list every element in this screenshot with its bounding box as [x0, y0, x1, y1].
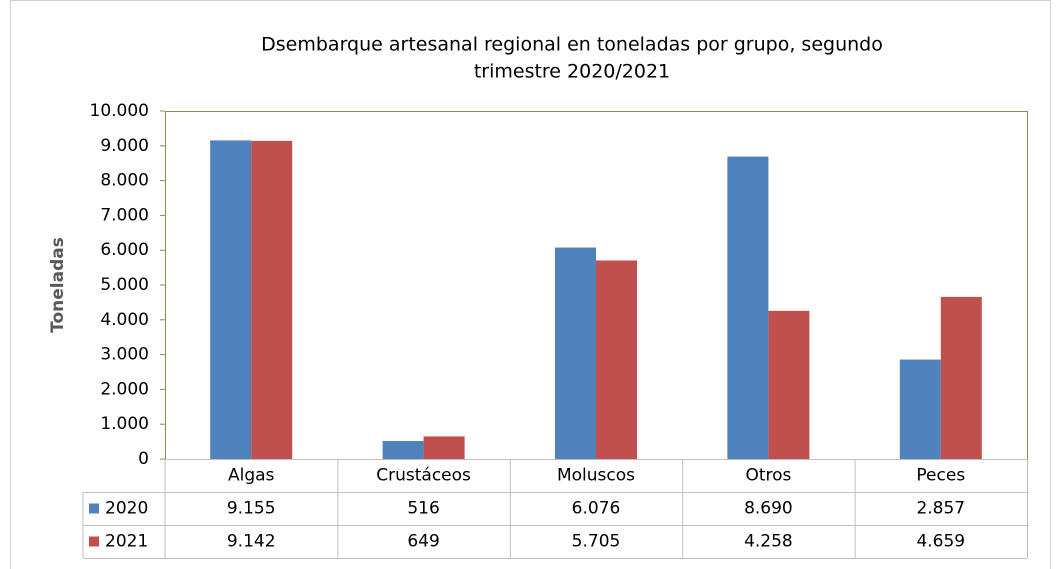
y-axis-label: Toneladas	[48, 237, 68, 333]
chart-title: Dsembarque artesanal regional en tonelad…	[261, 34, 883, 56]
x-tick-label: Otros	[745, 466, 791, 486]
bar	[596, 260, 637, 459]
legend-label: 2020	[105, 499, 148, 519]
table-value: 9.142	[227, 532, 276, 552]
y-tick-label: 3.000	[100, 345, 149, 365]
x-tick-label: Algas	[228, 466, 275, 486]
y-tick-label: 8.000	[100, 171, 149, 191]
y-tick-label: 5.000	[100, 275, 149, 295]
table-value: 649	[407, 532, 439, 552]
bar	[555, 247, 596, 459]
y-tick-label: 0	[138, 449, 149, 469]
legend-label: 2021	[105, 532, 148, 552]
bar	[423, 436, 465, 459]
table-value: 4.258	[744, 532, 793, 552]
table-value: 9.155	[227, 499, 276, 519]
table-value: 4.659	[916, 532, 965, 552]
y-tick-label: 4.000	[100, 310, 149, 330]
legend-swatch	[89, 536, 99, 547]
chart-title: trimestre 2020/2021	[474, 61, 670, 83]
y-tick-label: 10.000	[90, 101, 149, 121]
bar	[940, 296, 982, 459]
y-tick-label: 1.000	[100, 414, 149, 434]
x-tick-label: Moluscos	[557, 466, 635, 486]
bar	[382, 441, 424, 459]
y-tick-label: 7.000	[100, 205, 149, 225]
chart-frame	[10, 0, 1051, 569]
bar	[210, 140, 252, 459]
y-tick-label: 2.000	[100, 379, 149, 399]
table-value: 516	[407, 499, 439, 519]
table-value: 2.857	[916, 499, 965, 519]
bar	[251, 140, 293, 459]
y-tick-label: 6.000	[100, 240, 149, 260]
x-tick-label: Peces	[916, 466, 965, 486]
bar	[768, 310, 810, 459]
y-tick-label: 9.000	[100, 136, 149, 156]
table-value: 8.690	[744, 499, 793, 519]
table-value: 6.076	[572, 499, 621, 519]
table-value: 5.705	[572, 532, 621, 552]
bar	[899, 359, 941, 459]
x-tick-label: Crustáceos	[376, 466, 471, 486]
bar	[727, 156, 769, 459]
legend-swatch	[89, 503, 99, 514]
